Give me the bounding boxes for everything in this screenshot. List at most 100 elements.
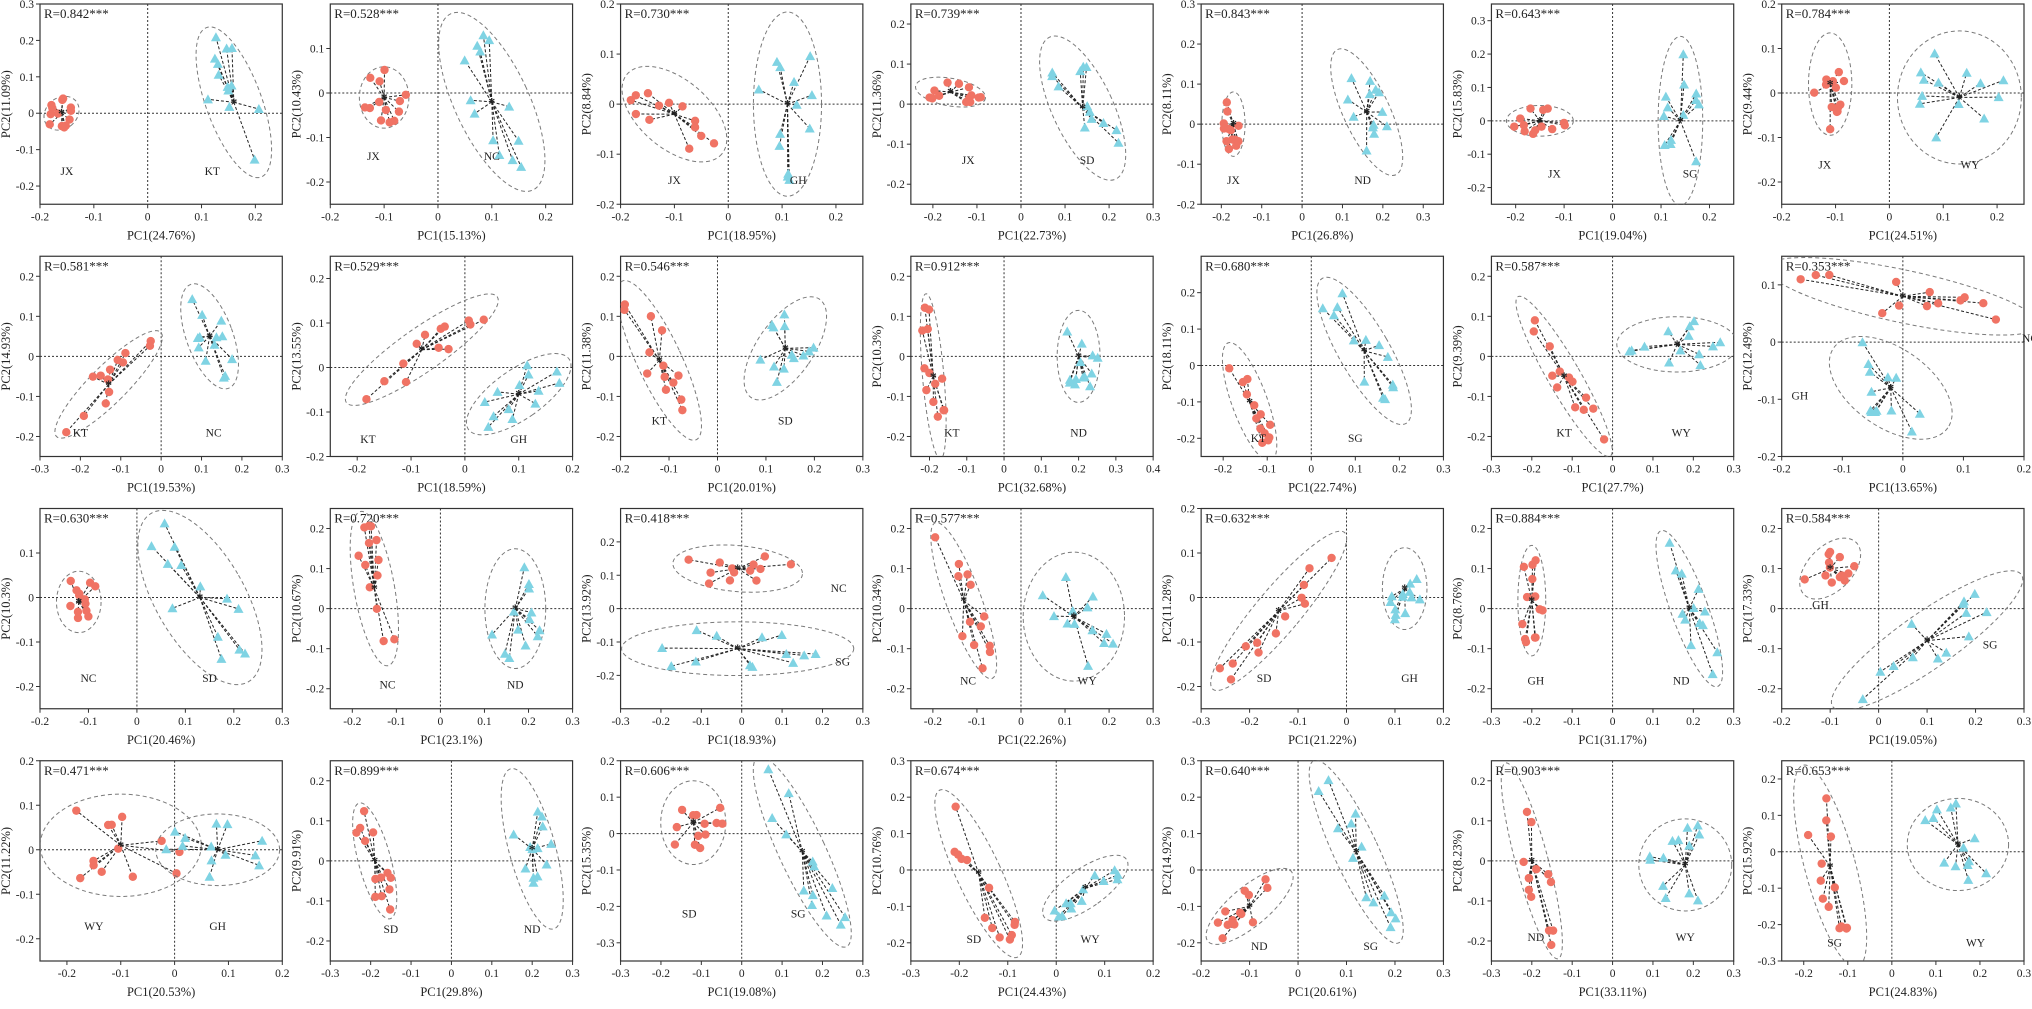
- x-tick-label: 0.2: [521, 716, 536, 728]
- sample-point: [216, 653, 227, 663]
- sample-point: [1689, 316, 1700, 326]
- spider-line: [693, 807, 721, 824]
- spider-line: [658, 330, 663, 361]
- spider-line: [1563, 376, 1576, 408]
- sample-point: [146, 541, 157, 551]
- x-axis-label: PC1(20.53%): [127, 985, 195, 999]
- spider-line: [760, 347, 786, 361]
- sample-point: [1359, 376, 1370, 386]
- spider-line: [1688, 608, 1692, 646]
- sample-point: [114, 844, 123, 853]
- spider-line: [1333, 314, 1365, 352]
- y-tick-label: -0.1: [596, 391, 614, 403]
- group-ellipse: [1042, 854, 1129, 922]
- sample-point: [371, 892, 380, 902]
- y-tick-label: 0.1: [600, 49, 615, 61]
- x-axis-label: PC1(19.05%): [1869, 733, 1937, 747]
- sample-point: [933, 412, 943, 421]
- x-tick-label: 0.2: [1702, 211, 1717, 223]
- sample-point: [1907, 652, 1918, 662]
- y-tick-label: 0: [609, 99, 615, 111]
- sample-point: [1111, 125, 1122, 135]
- sample-point: [79, 411, 89, 421]
- sample-point: [643, 369, 652, 378]
- spider-line: [921, 330, 934, 377]
- sample-point: [1386, 591, 1397, 601]
- group-label: ND: [507, 680, 524, 692]
- spider-line: [482, 35, 493, 102]
- spider-line: [787, 55, 811, 105]
- sample-point: [685, 144, 694, 153]
- spider-line: [1318, 790, 1357, 853]
- sample-point: [1796, 275, 1805, 284]
- sample-point: [371, 874, 380, 884]
- sample-point: [103, 820, 113, 830]
- sample-point: [1922, 301, 1932, 311]
- y-tick-label: -0.2: [1177, 938, 1195, 950]
- sample-point: [951, 802, 960, 811]
- sample-point: [827, 883, 838, 893]
- x-tick-label: -0.3: [1482, 464, 1500, 476]
- sample-point: [691, 625, 702, 635]
- y-tick-label: -0.1: [1177, 901, 1195, 913]
- sample-point: [690, 116, 700, 126]
- spider-line: [1829, 83, 1841, 105]
- x-axis-label: PC1(24.83%): [1869, 985, 1937, 999]
- spider-line: [1521, 600, 1533, 625]
- x-axis-label: PC1(24.43%): [998, 985, 1066, 999]
- sample-point: [1918, 74, 1929, 84]
- sample-point: [1950, 798, 1961, 808]
- spider-line: [1829, 274, 1903, 297]
- r-statistic-label: R=0.581***: [44, 258, 109, 273]
- plot-frame: [1200, 507, 1445, 710]
- sample-point: [1263, 436, 1273, 445]
- spider-line: [1902, 295, 1984, 304]
- x-tick-label: -0.2: [1507, 211, 1525, 223]
- x-tick-label: -0.1: [1289, 716, 1307, 728]
- x-tick-label: 0: [1900, 464, 1906, 476]
- centroid-marker: *: [371, 855, 378, 870]
- spider-line: [1364, 350, 1388, 358]
- spider-line: [518, 374, 530, 395]
- spider-line: [1862, 640, 1928, 700]
- spider-line: [1366, 111, 1374, 128]
- y-tick-label: 0.1: [1181, 324, 1196, 336]
- x-tick-label: -0.1: [1839, 968, 1857, 980]
- sample-point: [1061, 898, 1072, 908]
- sample-point: [1377, 106, 1388, 116]
- pcoa-panel: -0.2 -0.1 0 0.1 0.2-0.2-0.100.10.2PC1(18.95%…: [580, 0, 864, 242]
- centroid-marker: *: [515, 388, 522, 403]
- spider-line: [531, 811, 539, 849]
- spider-line: [1820, 866, 1831, 881]
- sample-point: [1369, 128, 1380, 138]
- spider-line: [79, 844, 122, 879]
- sample-point: [399, 359, 408, 368]
- spider-line: [1890, 387, 1913, 432]
- sample-point: [1960, 293, 1969, 302]
- spider-line: [384, 349, 423, 382]
- sample-point: [1390, 609, 1401, 619]
- y-tick-label: -0.1: [306, 133, 324, 145]
- y-tick-label: 0.1: [1761, 280, 1776, 292]
- sample-point: [1663, 326, 1674, 336]
- group-label: KT: [944, 427, 959, 439]
- group-label: ND: [1528, 932, 1545, 944]
- y-tick-label: -0.2: [1757, 177, 1775, 189]
- sample-point: [161, 844, 172, 854]
- x-tick-label: -0.1: [1833, 464, 1851, 476]
- spider-line: [1668, 344, 1678, 363]
- spider-line: [650, 316, 660, 361]
- sample-point: [782, 171, 793, 181]
- sample-point: [1891, 372, 1902, 382]
- sample-point: [187, 294, 198, 304]
- centroid-marker: *: [690, 817, 697, 832]
- sample-point: [1945, 802, 1956, 812]
- centroid-marker: *: [58, 107, 65, 122]
- sample-point: [390, 635, 399, 644]
- pcoa-panel: -0.2 -0.1 0 0.1 0.2 0.3-0.2-0.100.10.2PC1(19.…: [1741, 507, 2031, 747]
- y-tick-label: 0.2: [1471, 271, 1486, 283]
- y-tick-label: 0.2: [1471, 776, 1486, 788]
- spider-line: [801, 851, 805, 891]
- sample-point: [1086, 368, 1097, 378]
- x-axis-label: PC1(19.08%): [708, 985, 776, 999]
